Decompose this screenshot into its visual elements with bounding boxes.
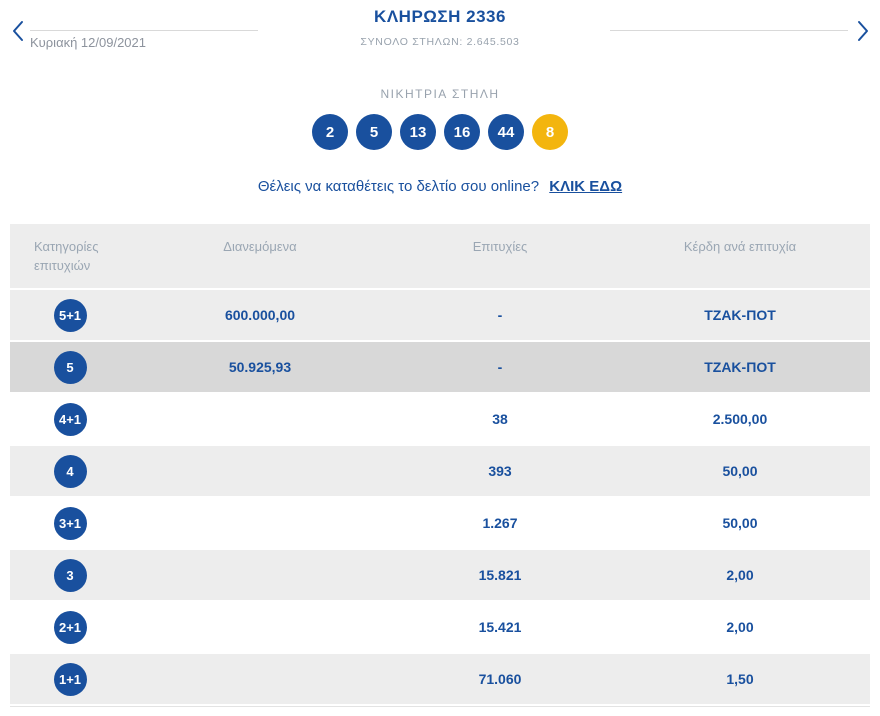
prev-draw-button[interactable] [8, 19, 26, 43]
category-cell: 1+1 [10, 654, 130, 704]
category-label: 5 [66, 359, 74, 375]
category-badge: 1+1 [53, 662, 87, 696]
results-table: Κατηγορίες επιτυχιών Διανεμόμενα Επιτυχί… [10, 224, 870, 707]
winning-column-section: ΝΙΚΗΤΡΙΑ ΣΤΗΛΗ 2 5 13 16 44 8 [0, 87, 880, 150]
draw-date: Κυριακή 12/09/2021 [30, 35, 146, 50]
header-categories: Κατηγορίες επιτυχιών [34, 239, 99, 273]
category-badge: 4+1 [53, 402, 87, 436]
header-distributed: Διανεμόμενα [223, 239, 297, 254]
category-cell: 3 [10, 550, 130, 600]
table-row: 5 50.925,93 - ΤΖΑΚ-ΠΟΤ [10, 342, 870, 392]
draw-title: ΚΛΗΡΩΣΗ 2336 [374, 7, 506, 26]
wins-value: - [497, 307, 503, 323]
online-cta-link[interactable]: ΚΛΙΚ ΕΔΩ [549, 178, 623, 195]
online-cta-text: Θέλεις να καταθέτεις το δελτίο σου onlin… [257, 178, 540, 195]
table-row: 2+1 15.421 2,00 [10, 602, 870, 652]
category-badge: 4 [53, 454, 87, 488]
wins-value: 71.060 [478, 671, 522, 687]
prize-value: ΤΖΑΚ-ΠΟΤ [704, 307, 776, 323]
prize-value: ΤΖΑΚ-ΠΟΤ [704, 359, 776, 375]
distributed-value: 600.000,00 [224, 307, 296, 323]
chevron-right-icon [857, 21, 868, 41]
wins-value: - [497, 359, 503, 375]
category-badge: 3 [53, 558, 87, 592]
prize-value: 50,00 [722, 463, 758, 479]
wins-value: 38 [492, 411, 508, 427]
joker-number-ball: 8 [532, 114, 568, 150]
winning-numbers: 2 5 13 16 44 8 [0, 114, 880, 150]
category-badge: 5+1 [53, 298, 87, 332]
winning-number-ball: 44 [488, 114, 524, 150]
category-badge: 2+1 [53, 610, 87, 644]
table-row: 1+1 71.060 1,50 [10, 654, 870, 704]
online-cta: Θέλεις να καταθέτεις το δελτίο σου onlin… [0, 178, 880, 195]
distributed-value [130, 498, 390, 548]
wins-value: 1.267 [482, 515, 518, 531]
category-label: 2+1 [58, 619, 82, 635]
winning-column-label: ΝΙΚΗΤΡΙΑ ΣΤΗΛΗ [380, 87, 500, 101]
distributed-value [130, 394, 390, 444]
wins-value: 15.421 [478, 619, 522, 635]
table-row: 5+1 600.000,00 - ΤΖΑΚ-ΠΟΤ [10, 290, 870, 340]
category-cell: 4+1 [10, 394, 130, 444]
category-cell: 5 [10, 342, 130, 392]
category-cell: 4 [10, 446, 130, 496]
table-row: 3+1 1.267 50,00 [10, 498, 870, 548]
table-row: 4 393 50,00 [10, 446, 870, 496]
prize-value: 2.500,00 [712, 411, 768, 427]
results-table-header: Κατηγορίες επιτυχιών Διανεμόμενα Επιτυχί… [10, 224, 870, 288]
winning-number-ball: 2 [312, 114, 348, 150]
header-divider-left [30, 30, 258, 31]
category-label: 3+1 [58, 515, 82, 531]
distributed-value [130, 550, 390, 600]
prize-value: 50,00 [722, 515, 758, 531]
category-label: 4 [66, 463, 74, 479]
distributed-value: 50.925,93 [228, 359, 292, 375]
category-cell: 3+1 [10, 498, 130, 548]
prize-value: 2,00 [726, 567, 754, 583]
distributed-value [130, 654, 390, 704]
header-divider-right [610, 30, 848, 31]
category-cell: 2+1 [10, 602, 130, 652]
header-wins: Επιτυχίες [472, 239, 528, 254]
draw-header: Κυριακή 12/09/2021 ΚΛΗΡΩΣΗ 2336 ΣΥΝΟΛΟ Σ… [0, 0, 880, 60]
chevron-left-icon [12, 21, 23, 41]
category-badge: 3+1 [53, 506, 87, 540]
header-prize: Κέρδη ανά επιτυχία [683, 239, 797, 254]
wins-value: 393 [488, 463, 512, 479]
winning-number-ball: 16 [444, 114, 480, 150]
category-label: 4+1 [58, 411, 82, 427]
category-cell: 5+1 [10, 290, 130, 340]
winning-number-ball: 5 [356, 114, 392, 150]
category-badge: 5 [53, 350, 87, 384]
table-row: 3 15.821 2,00 [10, 550, 870, 600]
prize-value: 2,00 [726, 619, 754, 635]
category-label: 1+1 [58, 671, 82, 687]
results-table-body: 5+1 600.000,00 - ΤΖΑΚ-ΠΟΤ 5 50.925,93 - … [10, 290, 870, 704]
draw-title-block: ΚΛΗΡΩΣΗ 2336 ΣΥΝΟΛΟ ΣΤΗΛΩΝ: 2.645.503 [0, 7, 880, 48]
prize-value: 1,50 [726, 671, 754, 687]
next-draw-button[interactable] [854, 19, 872, 43]
total-columns-label: ΣΥΝΟΛΟ ΣΤΗΛΩΝ: 2.645.503 [360, 36, 520, 48]
wins-value: 15.821 [478, 567, 522, 583]
category-label: 5+1 [58, 307, 82, 323]
category-label: 3 [66, 567, 74, 583]
distributed-value [130, 602, 390, 652]
table-row: 4+1 38 2.500,00 [10, 394, 870, 444]
distributed-value [130, 446, 390, 496]
winning-number-ball: 13 [400, 114, 436, 150]
